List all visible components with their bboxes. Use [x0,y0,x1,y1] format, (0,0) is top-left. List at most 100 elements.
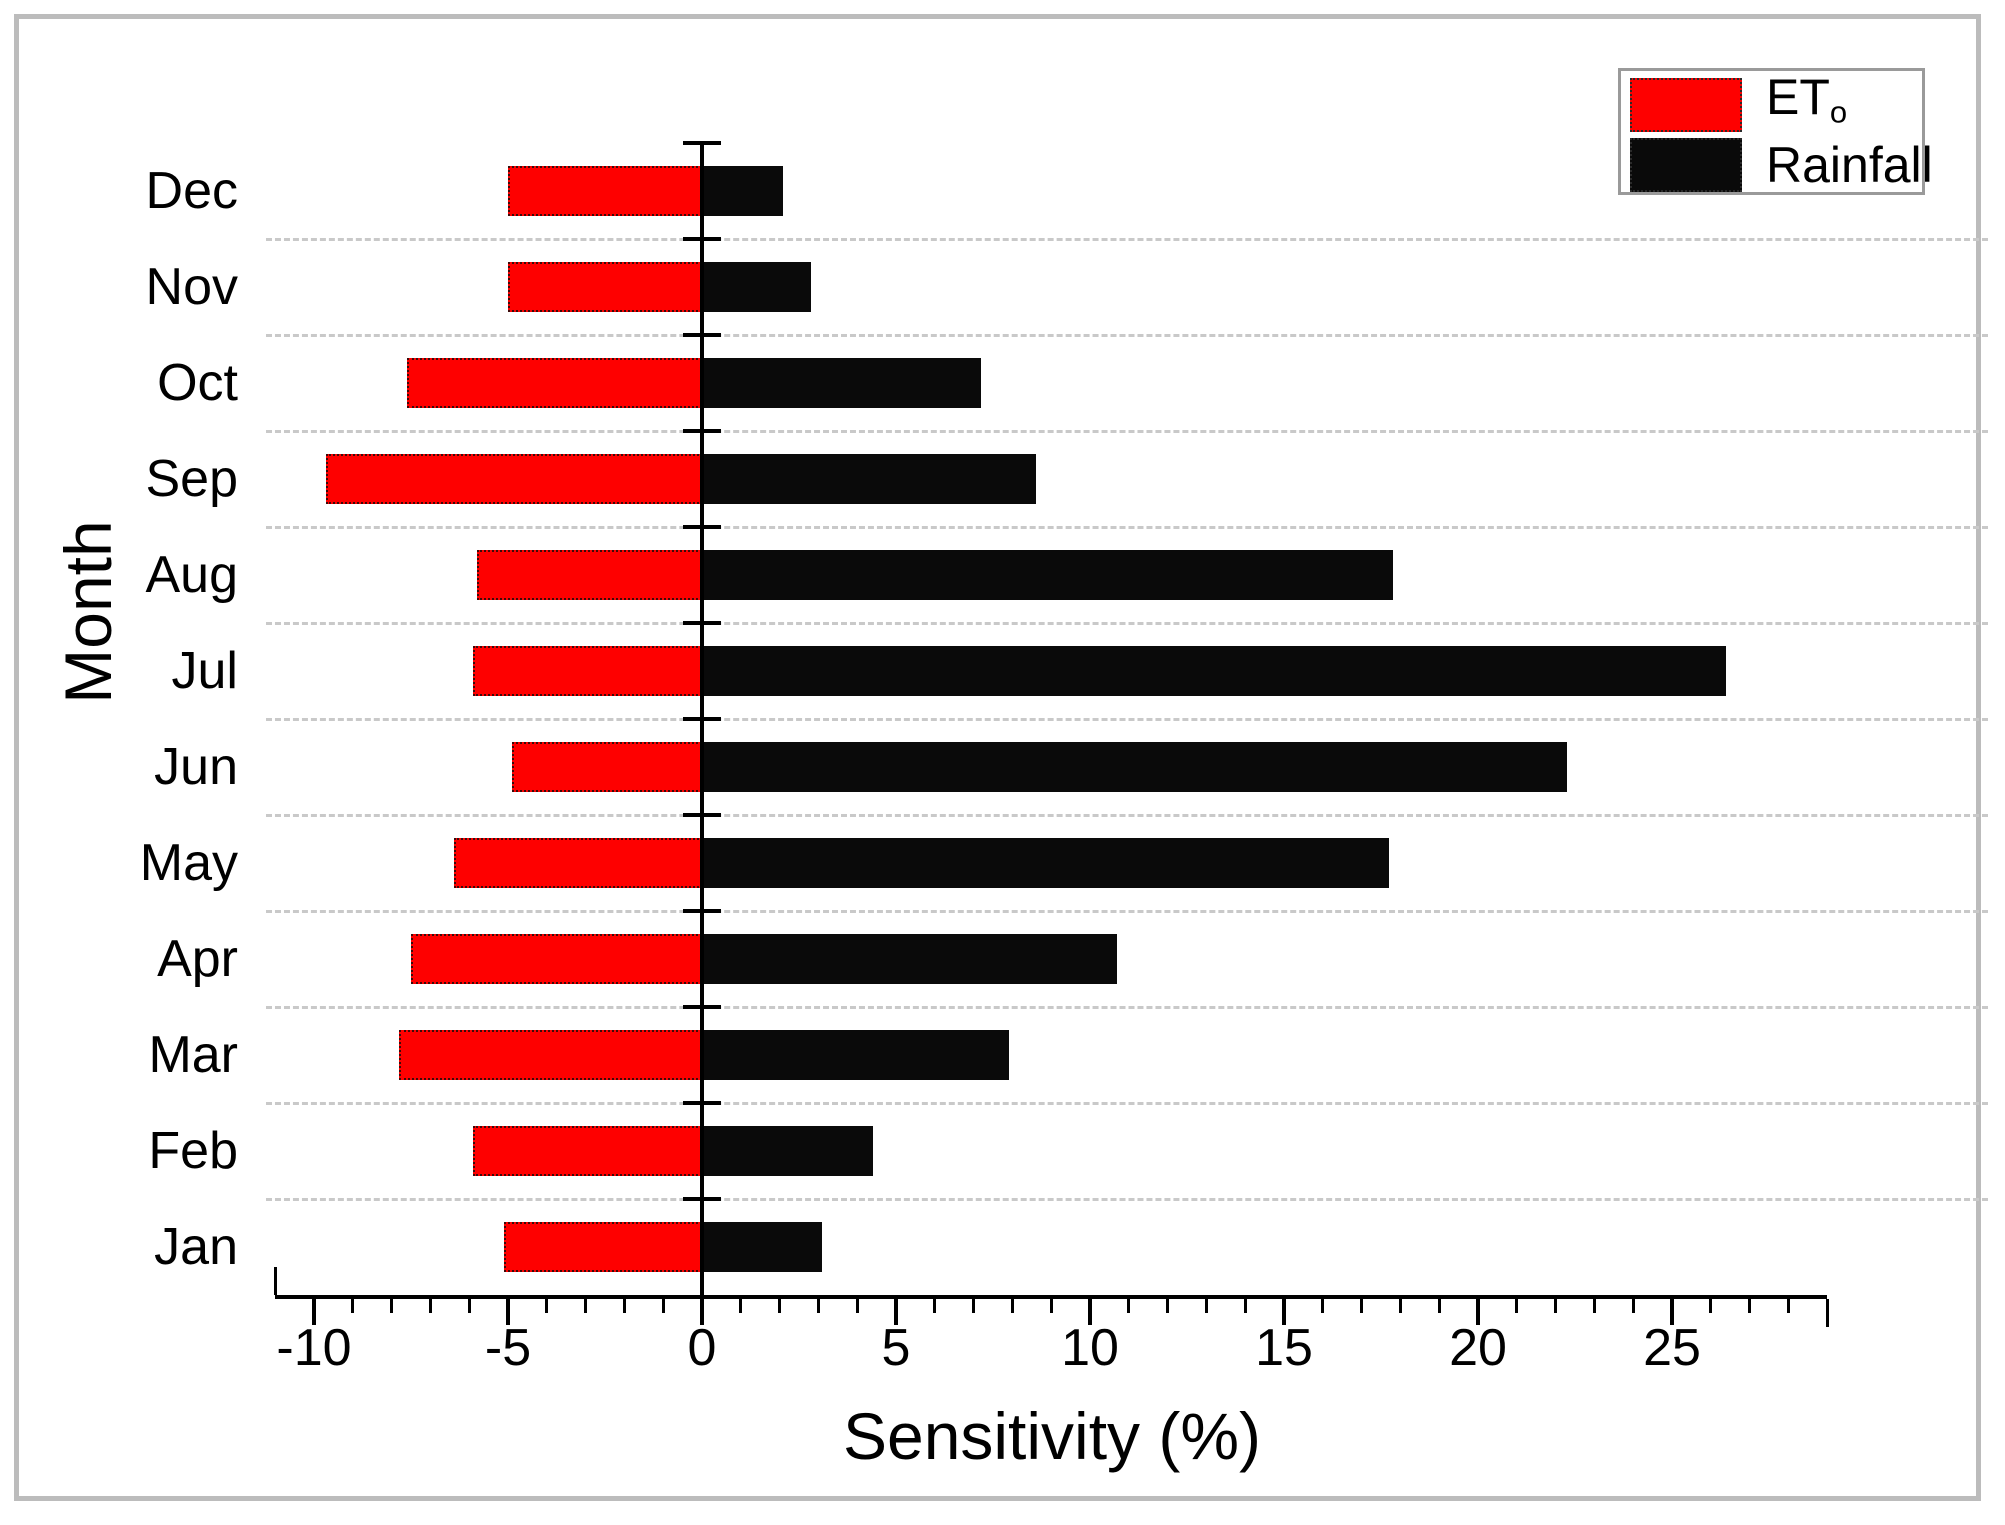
bar-eto-jul [473,646,702,696]
x-major-tick [1670,1299,1674,1325]
gridline [266,1102,1988,1105]
x-minor-tick [778,1299,782,1313]
legend-swatch-eto-icon [1630,77,1742,132]
bar-eto-oct [407,358,702,408]
y-axis-tick [683,237,721,241]
x-minor-tick [1554,1299,1558,1313]
x-minor-tick [1398,1299,1402,1313]
y-axis-tick [683,621,721,625]
gridline [266,718,1988,721]
x-minor-tick [1592,1299,1596,1313]
x-minor-tick [390,1299,394,1313]
y-tick-label-dec: Dec [145,162,238,220]
x-major-tick [312,1299,316,1325]
bar-eto-may [453,838,702,888]
x-major-tick [700,1299,704,1325]
x-minor-tick [1010,1299,1014,1313]
y-tick-label-feb: Feb [148,1122,238,1180]
gridline [266,1198,1988,1201]
x-major-tick [506,1299,510,1325]
y-tick-label-mar: Mar [148,1026,238,1084]
x-axis-end-tick [1825,1299,1829,1327]
y-axis-tick [683,525,721,529]
chart-frame-border [14,14,1981,1501]
bar-rainfall-mar [702,1030,1009,1080]
y-axis-tick [683,141,721,145]
x-minor-tick [428,1299,432,1313]
bar-rainfall-jan [702,1222,823,1272]
bar-rainfall-nov [702,262,811,312]
x-minor-tick [1515,1299,1519,1313]
bar-rainfall-aug [702,550,1393,600]
x-tick-label-15: 15 [1255,1319,1313,1377]
bar-eto-feb [473,1126,702,1176]
x-tick-label-10: 10 [1061,1319,1119,1377]
x-minor-tick [1204,1299,1208,1313]
bar-rainfall-jul [702,646,1727,696]
y-tick-label-apr: Apr [157,930,238,988]
bar-eto-apr [411,934,702,984]
gridline [266,526,1988,529]
x-minor-tick [545,1299,549,1313]
x-minor-tick [1360,1299,1364,1313]
x-tick-label-25: 25 [1643,1319,1701,1377]
bar-eto-dec [508,166,702,216]
legend: ETo Rainfall [1618,68,1933,195]
gridline [266,430,1988,433]
y-axis-tick [683,1005,721,1009]
x-major-tick [894,1299,898,1325]
y-tick-label-aug: Aug [145,546,238,604]
y-axis-tick [683,333,721,337]
x-minor-tick [467,1299,471,1313]
bar-eto-jun [511,742,702,792]
x-minor-tick [584,1299,588,1313]
x-minor-tick [1127,1299,1131,1313]
x-minor-tick [933,1299,937,1313]
x-tick-label--10: -10 [276,1319,352,1377]
x-tick-label--5: -5 [484,1319,532,1377]
bar-rainfall-jun [702,742,1568,792]
gridline [266,814,1988,817]
y-tick-label-jul: Jul [171,642,238,700]
x-minor-tick [855,1299,859,1313]
bar-rainfall-sep [702,454,1036,504]
x-major-tick [1088,1299,1092,1325]
gridline [266,622,1988,625]
gridline [266,1006,1988,1009]
x-minor-tick [1243,1299,1247,1313]
x-minor-tick [351,1299,355,1313]
gridline [266,238,1988,241]
x-tick-label-0: 0 [687,1319,717,1377]
y-axis-tick [683,909,721,913]
x-tick-label-20: 20 [1449,1319,1507,1377]
bar-rainfall-may [702,838,1389,888]
y-tick-label-sep: Sep [145,450,238,508]
x-axis-title: Sensitivity (%) [842,1399,1262,1473]
y-tick-label-jan: Jan [154,1218,238,1276]
x-axis-line [275,1295,1828,1299]
bar-rainfall-dec [702,166,784,216]
gridline [266,910,1988,913]
x-minor-tick [1631,1299,1635,1313]
x-minor-tick [1709,1299,1713,1313]
legend-item-eto: ETo [1630,70,1922,133]
y-axis-tick [683,813,721,817]
x-minor-tick [1786,1299,1790,1313]
gridline [266,334,1988,337]
x-minor-tick [739,1299,743,1313]
x-minor-tick [661,1299,665,1313]
y-axis-tick [683,1197,721,1201]
x-minor-tick [816,1299,820,1313]
y-axis-title: Month [51,520,125,704]
x-minor-tick [1166,1299,1170,1313]
x-minor-tick [1321,1299,1325,1313]
y-axis-tick [683,1101,721,1105]
bar-eto-jan [504,1222,702,1272]
y-tick-label-oct: Oct [157,354,238,412]
bar-rainfall-feb [702,1126,873,1176]
y-tick-label-jun: Jun [154,738,238,796]
bar-eto-sep [325,454,702,504]
x-minor-tick [1437,1299,1441,1313]
